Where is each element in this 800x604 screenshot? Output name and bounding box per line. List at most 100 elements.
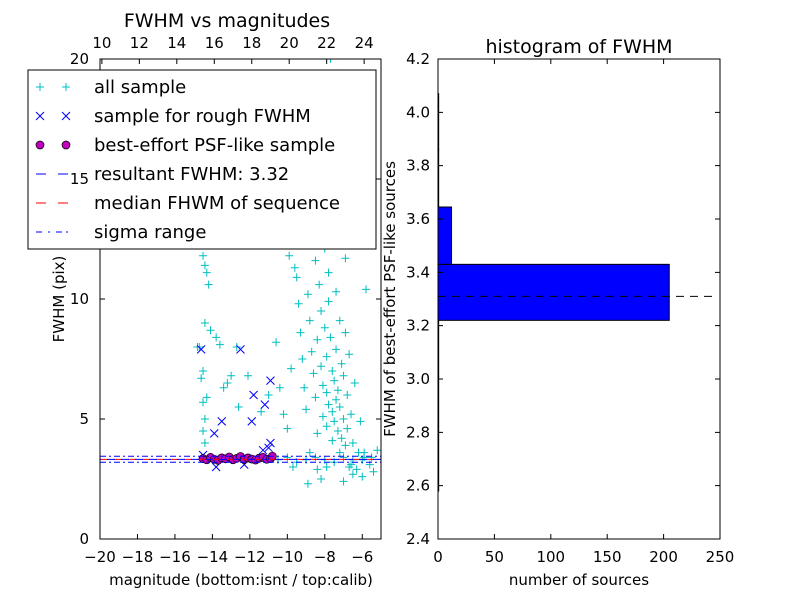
y-tick-label: 3.8 — [406, 157, 430, 175]
all-sample-point — [215, 340, 224, 349]
all-sample-point — [287, 364, 296, 373]
circle-marker-icon — [61, 140, 71, 150]
all-sample-point — [339, 453, 348, 462]
top-x-tick-label: 20 — [280, 34, 299, 52]
all-sample-point — [322, 463, 331, 471]
all-sample-point — [315, 280, 324, 289]
all-sample-point — [328, 367, 337, 375]
x-tick-label: −20 — [84, 548, 116, 566]
legend-entry: resultant FWHM: 3.32 — [36, 164, 289, 185]
all-sample-point — [337, 434, 346, 443]
all-sample-point — [305, 448, 314, 457]
all-sample-point — [303, 290, 312, 299]
rough-sample-point — [247, 417, 257, 426]
all-sample-point — [200, 415, 209, 423]
all-sample-point — [200, 319, 209, 327]
y-tick-label: 3.4 — [406, 263, 430, 281]
all-sample-point — [333, 386, 342, 395]
x-tick-label: −8 — [314, 548, 336, 566]
y-tick-label: 2.8 — [406, 423, 430, 441]
legend-label: median FHWM of sequence — [94, 193, 340, 214]
all-sample-point — [311, 393, 320, 402]
legend-label: best-effort PSF-like sample — [94, 135, 335, 156]
x-tick-label: 0 — [433, 548, 443, 566]
all-sample-point — [199, 427, 208, 435]
all-sample-point — [318, 381, 327, 390]
all-sample-point — [341, 328, 350, 337]
rough-sample-point — [260, 400, 270, 409]
y-tick-label: 5 — [79, 410, 89, 428]
all-sample-point — [369, 467, 378, 476]
top-x-tick-label: 14 — [167, 34, 186, 52]
x-marker-icon — [61, 111, 71, 121]
legend-label: resultant FWHM: 3.32 — [94, 164, 289, 185]
all-sample-point — [199, 251, 208, 260]
left-title: FWHM vs magnitudes — [124, 10, 330, 32]
rough-sample-point — [264, 443, 273, 453]
all-sample-point — [311, 256, 320, 265]
y-tick-label: 0 — [79, 530, 89, 548]
all-sample-point — [309, 369, 318, 378]
all-sample-point — [313, 465, 322, 474]
plus-marker-icon — [62, 83, 70, 91]
all-sample-point — [272, 338, 281, 347]
histogram-bar — [437, 206, 453, 265]
all-sample-point — [199, 398, 208, 407]
all-sample-point — [330, 376, 339, 385]
all-sample-point — [212, 333, 221, 342]
all-sample-point — [279, 410, 288, 419]
x-tick-label: 200 — [649, 548, 678, 566]
right-title: histogram of FWHM — [485, 36, 672, 58]
all-sample-point — [341, 441, 350, 450]
all-sample-point — [232, 343, 241, 351]
all-sample-point — [332, 395, 341, 404]
all-sample-point — [341, 254, 350, 263]
rough-sample-point — [258, 445, 268, 455]
fwhm-histogram-plot: 0 50 100 150 200 250 2.4 2.6 2.8 3.0 3.2 3.4 3.6 3.8 4… — [406, 50, 734, 566]
all-sample-point — [290, 263, 299, 272]
top-x-tick-label: 22 — [317, 34, 336, 52]
all-sample-point — [298, 355, 307, 363]
x-tick-label: −16 — [159, 548, 191, 566]
top-x-tick-label: 24 — [355, 34, 374, 52]
rough-sample-point — [236, 345, 245, 354]
all-sample-point — [333, 427, 342, 435]
all-sample-point — [288, 463, 297, 471]
all-sample-point — [200, 439, 209, 447]
all-sample-point — [339, 477, 348, 486]
all-sample-point — [305, 316, 314, 325]
rough-sample-point — [266, 438, 275, 448]
all-sample-point — [300, 383, 309, 392]
right-axes-frame — [437, 58, 721, 540]
all-sample-point — [345, 350, 354, 359]
all-sample-point — [324, 297, 333, 306]
all-sample-point — [311, 453, 320, 462]
y-tick-label: 3.2 — [406, 317, 430, 335]
all-sample-point — [322, 388, 331, 397]
top-x-tick-label: 10 — [92, 34, 111, 52]
all-sample-point — [206, 326, 215, 335]
all-sample-point — [347, 460, 356, 469]
top-x-tick-label: 12 — [130, 34, 149, 52]
x-tick-label: 250 — [706, 548, 735, 566]
rough-sample-point — [209, 429, 219, 438]
all-sample-point — [317, 475, 326, 483]
legend-label: all sample — [94, 77, 186, 98]
all-sample-point — [367, 453, 376, 462]
rough-sample-point — [249, 390, 258, 400]
legend-entry: all sample — [36, 77, 186, 98]
all-sample-point — [234, 403, 243, 411]
all-sample-point — [223, 379, 232, 387]
all-sample-point — [202, 268, 211, 277]
y-tick-label: 4.0 — [406, 103, 430, 121]
all-sample-point — [227, 371, 236, 380]
all-sample-point — [307, 347, 316, 356]
all-sample-point — [283, 424, 292, 433]
all-sample-point — [335, 448, 344, 457]
all-sample-point — [202, 393, 211, 402]
all-sample-point — [358, 472, 367, 481]
y-tick-label: 2.6 — [406, 477, 430, 495]
all-sample-point — [292, 273, 301, 282]
all-sample-point — [313, 429, 322, 438]
y-tick-label: 2.4 — [406, 530, 430, 548]
